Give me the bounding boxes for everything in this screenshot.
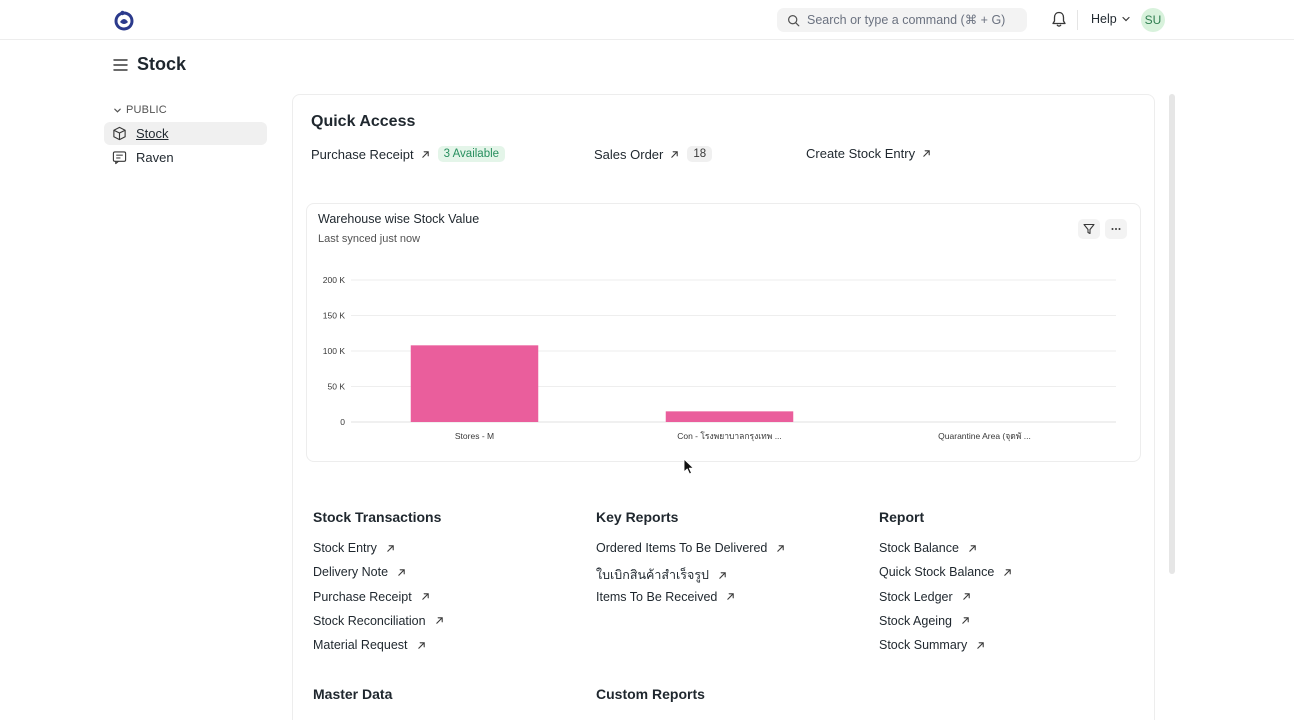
- sidebar-item-raven[interactable]: Raven: [104, 146, 267, 169]
- arrow-up-right-icon: [671, 150, 679, 158]
- section-title-report: Report: [879, 509, 925, 525]
- app-logo-icon[interactable]: [112, 8, 136, 32]
- arrow-up-right-icon: [421, 593, 429, 600]
- shortcut-link[interactable]: Stock Summary: [879, 638, 985, 652]
- shortcut-link[interactable]: Stock Ageing: [879, 614, 970, 628]
- arrow-up-right-icon: [719, 572, 726, 579]
- shortcut-sales-order[interactable]: Sales Order 18: [594, 146, 713, 162]
- arrow-up-right-icon: [387, 544, 394, 552]
- shortcut-link[interactable]: Purchase Receipt: [313, 590, 430, 604]
- mouse-cursor-icon: [683, 458, 694, 475]
- link-label: Stock Balance: [879, 541, 959, 555]
- cube-icon: [113, 126, 126, 141]
- arrow-up-right-icon: [962, 593, 970, 600]
- y-tick-label: 100 K: [323, 346, 346, 356]
- arrow-up-right-icon: [435, 617, 443, 625]
- x-tick-label: Stores - M: [455, 431, 494, 441]
- y-tick-label: 200 K: [323, 275, 346, 285]
- shortcut-link[interactable]: Items To Be Received: [596, 590, 735, 604]
- chart-bar[interactable]: [410, 345, 539, 422]
- quick-access-title: Quick Access: [311, 113, 416, 130]
- link-label: Delivery Note: [313, 565, 389, 580]
- shortcut-purchase-receipt[interactable]: Purchase Receipt 3 Available: [311, 146, 506, 162]
- y-tick-label: 150 K: [323, 311, 346, 321]
- shortcut-link[interactable]: ใบเบิกสินค้าสำเร็จรูป: [596, 565, 727, 585]
- arrow-up-right-icon: [727, 593, 735, 600]
- section-title-custom-reports: Custom Reports: [596, 686, 705, 702]
- shortcut-label: Sales Order: [594, 146, 664, 162]
- chevron-down-icon: [114, 108, 121, 113]
- shortcut-link[interactable]: Stock Reconciliation: [313, 614, 444, 628]
- sidebar-section-label: PUBLIC: [126, 104, 167, 116]
- arrow-up-right-icon: [777, 544, 785, 552]
- top-navbar: Help SU: [0, 0, 1294, 40]
- shortcut-link[interactable]: Delivery Note: [313, 565, 406, 579]
- link-label: Quick Stock Balance: [879, 565, 995, 580]
- search-bar[interactable]: [777, 8, 1027, 32]
- chart-bar[interactable]: [665, 411, 794, 422]
- search-icon: [788, 14, 800, 26]
- arrow-up-right-icon: [923, 150, 930, 157]
- stock-value-bar-chart: 0 50 K 100 K 150 K 200 K Stores - M Con - โรงพ…: [323, 275, 1116, 442]
- link-label: ใบเบิกสินค้าสำเร็จรูป: [596, 568, 709, 583]
- x-tick-label: Quarantine Area (จุดพั ...: [938, 431, 1031, 442]
- section-title-key-reports: Key Reports: [596, 509, 679, 525]
- notification-bell-icon[interactable]: [1051, 11, 1067, 28]
- shortcut-link[interactable]: Ordered Items To Be Delivered: [596, 541, 785, 555]
- shortcut-label: Purchase Receipt: [311, 146, 414, 162]
- y-tick-label: 0: [340, 417, 345, 427]
- user-avatar[interactable]: SU: [1141, 8, 1165, 32]
- arrow-up-right-icon: [417, 641, 425, 649]
- arrow-up-right-icon: [398, 569, 405, 576]
- chart-sync-status: Last synced just now: [318, 233, 421, 245]
- help-label: Help: [1091, 12, 1117, 26]
- arrow-up-right-icon: [421, 150, 429, 158]
- chart-filter-button[interactable]: [1078, 219, 1100, 239]
- link-label: Material Request: [313, 638, 408, 653]
- chevron-down-icon: [1122, 16, 1130, 22]
- sidebar-item-label: Stock: [136, 126, 169, 141]
- link-label: Purchase Receipt: [313, 589, 412, 604]
- arrow-up-right-icon: [969, 544, 976, 552]
- filter-icon: [1083, 223, 1095, 235]
- arrow-up-right-icon: [962, 617, 969, 625]
- section-title-stock-transactions: Stock Transactions: [313, 509, 442, 525]
- link-label: Stock Reconciliation: [313, 613, 426, 628]
- y-tick-label: 50 K: [328, 382, 346, 392]
- shortcut-link[interactable]: Quick Stock Balance: [879, 565, 1012, 579]
- count-badge: 18: [687, 146, 713, 162]
- shortcut-link[interactable]: Stock Ledger: [879, 590, 971, 604]
- link-label: Stock Entry: [313, 541, 377, 555]
- sidebar-section-public[interactable]: PUBLIC: [113, 104, 167, 116]
- link-label: Stock Ageing: [879, 613, 952, 628]
- link-label: Ordered Items To Be Delivered: [596, 541, 768, 555]
- section-title-master-data: Master Data: [313, 686, 393, 702]
- help-dropdown[interactable]: Help: [1091, 12, 1131, 26]
- page-title: Stock: [137, 54, 187, 74]
- search-input[interactable]: [807, 13, 1022, 27]
- sidebar-toggle-icon[interactable]: [113, 58, 128, 72]
- shortcut-link[interactable]: Stock Balance: [879, 541, 977, 555]
- link-label: Stock Ledger: [879, 589, 953, 604]
- sidebar-item-label: Raven: [136, 150, 174, 165]
- navbar-divider: [1077, 10, 1078, 30]
- more-horizontal-icon: [1111, 228, 1121, 230]
- link-label: Items To Be Received: [596, 589, 718, 604]
- shortcut-link[interactable]: Stock Entry: [313, 541, 395, 555]
- x-tick-label: Con - โรงพยาบาลกรุงเทพ ...: [677, 431, 782, 442]
- shortcut-create-stock-entry[interactable]: Create Stock Entry: [806, 146, 931, 161]
- link-label: Stock Summary: [879, 638, 968, 653]
- shortcut-label: Create Stock Entry: [806, 146, 916, 161]
- arrow-up-right-icon: [977, 641, 984, 649]
- scrollbar[interactable]: [1169, 94, 1175, 574]
- status-badge: 3 Available: [437, 146, 506, 162]
- message-icon: [112, 151, 127, 165]
- chart-title: Warehouse wise Stock Value: [318, 212, 480, 226]
- arrow-up-right-icon: [1004, 569, 1012, 576]
- chart-more-button[interactable]: [1105, 219, 1127, 239]
- shortcut-link[interactable]: Material Request: [313, 638, 426, 652]
- sidebar-item-stock[interactable]: Stock: [104, 122, 267, 145]
